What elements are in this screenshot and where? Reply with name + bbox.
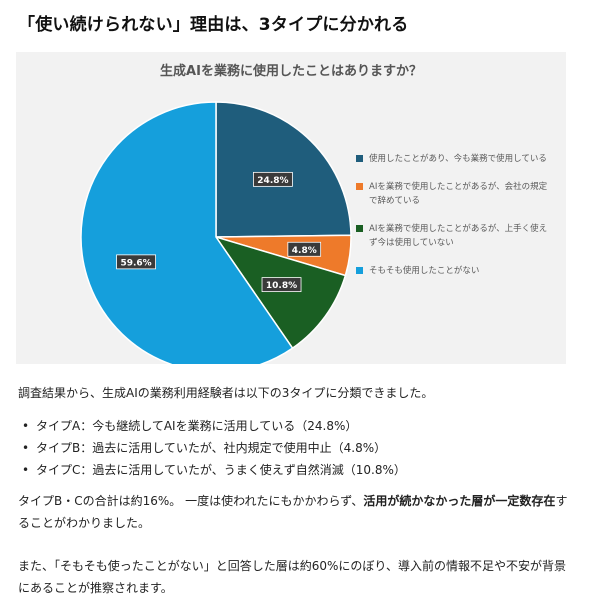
list-item: • タイプC：過去に活用していたが、うまく使えず自然消滅（10.8%） [18, 459, 406, 481]
pie-chart: 24.8% 4.8% 10.8% 59.6% [80, 101, 352, 364]
data-label-text: 4.8% [292, 246, 317, 256]
legend-swatch [356, 155, 363, 162]
section-heading: 「使い続けられない」理由は、3タイプに分かれる [18, 15, 409, 35]
data-label-box [116, 254, 156, 270]
chart-title: 生成AIを業務に使用したことはありますか？ [160, 64, 422, 79]
legend-label: そもそも使用したことがない [369, 266, 480, 276]
bullet-icon: • [22, 441, 30, 455]
pie-chart-panel: 生成AIを業務に使用したことはありますか？ 24.8% 4.8% 10.8% 59.6… [16, 52, 566, 364]
list-item: • タイプA：今も継続してAIを業務に活用している（24.8%） [18, 415, 406, 437]
data-label-box [253, 171, 293, 187]
legend-item-gave-up: AIを業務で使用したことがあるが、上手く使え ず今は使用していない [356, 222, 561, 250]
legend-label: 使用したことがあり、今も業務で使用している [369, 154, 547, 164]
bullet-icon: • [22, 463, 30, 477]
list-item: • タイプB：過去に活用していたが、社内規定で使用中止（4.8%） [18, 437, 406, 459]
conclusion-paragraph: また、「そもそも使ったことがない」と回答した層は約60%にのぼり、導入前の情報不… [18, 559, 566, 595]
summary-emphasis: 活用が続かなかった層が一定数存在 [363, 494, 556, 508]
data-label-text: 24.8% [257, 176, 288, 186]
legend-swatch [356, 183, 363, 190]
slice-using-now [215, 101, 352, 238]
legend-label: AIを業務で使用したことがあるが、上手く使え ず今は使用していない [369, 224, 548, 248]
legend-swatch [356, 225, 363, 232]
bullet-icon: • [22, 419, 30, 433]
legend-item-using-now: 使用したことがあり、今も業務で使用している [356, 152, 561, 166]
data-label-text: 59.6% [120, 258, 151, 268]
data-label: 59.6% [116, 254, 156, 270]
type-list: • タイプA：今も継続してAIを業務に活用している（24.8%） • タイプB：… [18, 415, 406, 481]
data-label-box [261, 277, 302, 293]
data-label: 4.8% [287, 241, 322, 257]
data-label: 10.8% [261, 277, 302, 293]
legend-item-never-used: そもそも使用したことがない [356, 264, 561, 278]
legend-swatch [356, 267, 363, 274]
intro-paragraph: 調査結果から、生成AIの業務利用経験者は以下の3タイプに分類できました。 [18, 386, 434, 400]
slice-never-used [80, 101, 294, 364]
chart-legend: 使用したことがあり、今も業務で使用している AIを業務で使用したことがあるが、会… [356, 152, 561, 292]
data-label-box [287, 241, 322, 257]
legend-label: AIを業務で使用したことがあるが、会社の規定 で辞めている [369, 182, 548, 206]
slice-gave-up [214, 235, 347, 350]
data-label-text: 10.8% [266, 281, 297, 291]
summary-paragraph: タイプB・Cの合計は約16%。 一度は使われたにもかかわらず、活用が続かなかった… [18, 494, 568, 530]
legend-item-stopped-by-policy: AIを業務で使用したことがあるが、会社の規定 で辞めている [356, 180, 561, 208]
data-label: 24.8% [253, 171, 293, 187]
